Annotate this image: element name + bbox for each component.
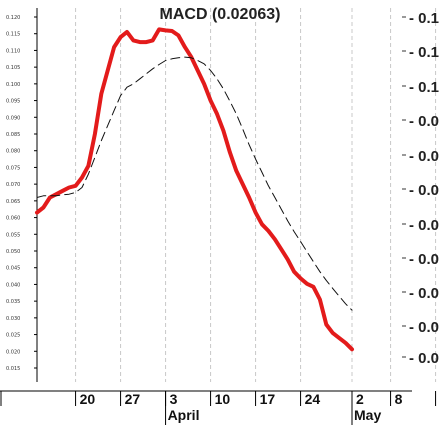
x-tick-label: 3 bbox=[170, 391, 178, 407]
month-label: April bbox=[168, 407, 200, 423]
x-tick-label: 10 bbox=[215, 391, 231, 407]
right-tick-label: - 0.0 bbox=[409, 113, 439, 130]
right-tick-label: - 0.0 bbox=[409, 350, 439, 367]
x-tick-label: 27 bbox=[125, 391, 141, 407]
left-tick-label: 0.040 bbox=[6, 282, 20, 288]
x-axis: 202731017242815AprilMay bbox=[0, 390, 437, 425]
grid-lines bbox=[75, 8, 437, 382]
series-lines bbox=[35, 27, 354, 352]
left-tick-label: 0.050 bbox=[6, 249, 20, 255]
left-tick-label: 0.110 bbox=[6, 48, 20, 54]
left-tick-label: 0.070 bbox=[6, 182, 20, 188]
right-tick-label: - 0.1 bbox=[409, 44, 439, 61]
right-axis: - 0.1 - 0.1 - 0.1 - 0.0 - 0.0 - 0.0 - 0.0 - 0.0… bbox=[402, 10, 439, 367]
x-tick-label: 2 bbox=[356, 391, 364, 407]
left-tick-label: 0.030 bbox=[6, 316, 20, 322]
right-tick-label: - 0.1 bbox=[409, 10, 439, 27]
x-tick-label: 8 bbox=[395, 391, 403, 407]
left-tick-label: 0.015 bbox=[6, 366, 20, 372]
left-tick-label: 0.060 bbox=[6, 216, 20, 222]
signal-line bbox=[36, 56, 353, 311]
left-tick-label: 0.055 bbox=[6, 232, 20, 238]
left-tick-label: 0.120 bbox=[6, 15, 20, 21]
right-tick-label: - 0.0 bbox=[409, 319, 439, 336]
right-tick-label: - 0.1 bbox=[409, 79, 439, 96]
left-tick-label: 0.115 bbox=[6, 32, 20, 38]
left-tick-label: 0.075 bbox=[6, 165, 20, 171]
macd-line bbox=[35, 27, 354, 352]
x-tick-label: 17 bbox=[260, 391, 276, 407]
left-tick-label: 0.020 bbox=[6, 349, 20, 355]
left-tick-label: 0.090 bbox=[6, 115, 20, 121]
left-tick-label: 0.105 bbox=[6, 65, 20, 71]
right-tick-label: - 0.0 bbox=[409, 182, 439, 199]
x-tick-label: 24 bbox=[305, 391, 321, 407]
left-tick-label: 0.095 bbox=[6, 99, 20, 105]
left-tick-label: 0.080 bbox=[6, 149, 20, 155]
left-tick-label: 0.100 bbox=[6, 82, 20, 88]
right-tick-label: - 0.0 bbox=[409, 251, 439, 268]
right-tick-label: - 0.0 bbox=[409, 217, 439, 234]
left-tick-label: 0.035 bbox=[6, 299, 20, 305]
month-label: May bbox=[354, 407, 381, 423]
chart-title: MACD (0.02063) bbox=[160, 6, 281, 23]
left-tick-label: 0.045 bbox=[6, 266, 20, 272]
left-tick-label: 0.085 bbox=[6, 132, 20, 138]
x-tick-label: 20 bbox=[80, 391, 96, 407]
right-tick-label: - 0.0 bbox=[409, 148, 439, 165]
left-tick-label: 0.065 bbox=[6, 199, 20, 205]
right-tick-label: - 0.0 bbox=[409, 285, 439, 302]
left-axis: 0.120 0.115 0.110 0.105 0.100 0.095 0.090 0.085… bbox=[6, 8, 38, 382]
left-tick-label: 0.025 bbox=[6, 333, 20, 339]
